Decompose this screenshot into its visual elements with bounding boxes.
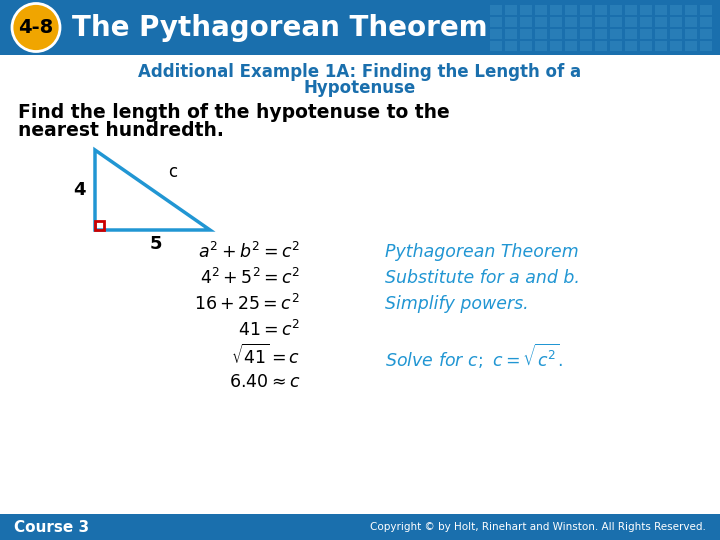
Bar [640,5,652,15]
Bar [655,29,667,39]
Bar [565,17,577,27]
Bar [595,29,607,39]
Bar [520,5,532,15]
Bar [535,17,547,27]
Text: The Pythagorean Theorem: The Pythagorean Theorem [72,14,487,42]
Bar [670,5,682,15]
Bar [565,41,577,51]
Bar [565,5,577,15]
Bar [655,41,667,51]
Bar [640,17,652,27]
Bar [505,5,517,15]
Bar [685,29,697,39]
Text: Additional Example 1A: Finding the Length of a: Additional Example 1A: Finding the Lengt… [138,63,582,81]
Text: Copyright © by Holt, Rinehart and Winston. All Rights Reserved.: Copyright © by Holt, Rinehart and Winsto… [370,522,706,532]
Bar [610,41,622,51]
Bar [505,41,517,51]
Text: Course 3: Course 3 [14,519,89,535]
Bar [550,17,562,27]
Text: $6.40 \approx c$: $6.40 \approx c$ [229,373,300,391]
Bar [625,5,637,15]
Bar [505,29,517,39]
Bar [505,17,517,27]
Bar [595,5,607,15]
Text: Find the length of the hypotenuse to the: Find the length of the hypotenuse to the [18,103,450,122]
Bar [0,514,720,540]
Bar [595,41,607,51]
Text: 4-8: 4-8 [19,18,53,37]
Bar [685,5,697,15]
Text: 5: 5 [149,235,162,253]
Text: nearest hundredth.: nearest hundredth. [18,120,224,139]
Bar [520,29,532,39]
Bar [640,41,652,51]
Text: 4: 4 [73,181,85,199]
Text: Pythagorean Theorem: Pythagorean Theorem [385,243,579,261]
Bar [640,29,652,39]
Bar [520,41,532,51]
Circle shape [12,3,60,51]
Bar [700,5,712,15]
Bar [685,17,697,27]
Bar [655,17,667,27]
Text: Simplify powers.: Simplify powers. [385,295,528,313]
Text: $41 = c^2$: $41 = c^2$ [238,320,300,340]
Text: $16 + 25 = c^2$: $16 + 25 = c^2$ [194,294,300,314]
Bar [490,41,502,51]
Bar [565,29,577,39]
Bar [625,17,637,27]
Bar [535,29,547,39]
Bar [490,29,502,39]
Bar [535,41,547,51]
Bar [95,221,104,230]
Bar [610,17,622,27]
Text: $\mathit{Solve\ for\ c;\ c} = \sqrt{\mathit{c}^2}.$: $\mathit{Solve\ for\ c;\ c} = \sqrt{\mat… [385,341,564,370]
Bar [535,5,547,15]
Bar [520,17,532,27]
Text: Substitute for a and b.: Substitute for a and b. [385,269,580,287]
Bar [580,5,592,15]
Bar [700,41,712,51]
Bar [580,17,592,27]
Bar [580,41,592,51]
Bar [550,5,562,15]
Text: $4^2 + 5^2 = c^2$: $4^2 + 5^2 = c^2$ [199,268,300,288]
Bar [490,5,502,15]
Bar [670,17,682,27]
Bar [685,41,697,51]
Bar [550,41,562,51]
Bar [0,0,720,55]
Bar [490,17,502,27]
Bar [700,29,712,39]
Text: $\sqrt{41} = c$: $\sqrt{41} = c$ [230,344,300,368]
Text: $a^2 + b^2 = c^2$: $a^2 + b^2 = c^2$ [198,242,300,262]
Bar [625,41,637,51]
Text: Hypotenuse: Hypotenuse [304,79,416,97]
Bar [670,41,682,51]
Bar [625,29,637,39]
Bar [670,29,682,39]
Bar [655,5,667,15]
Text: c: c [168,163,177,181]
Bar [580,29,592,39]
Bar [595,17,607,27]
Bar [700,17,712,27]
Bar [550,29,562,39]
Bar [610,5,622,15]
Bar [610,29,622,39]
